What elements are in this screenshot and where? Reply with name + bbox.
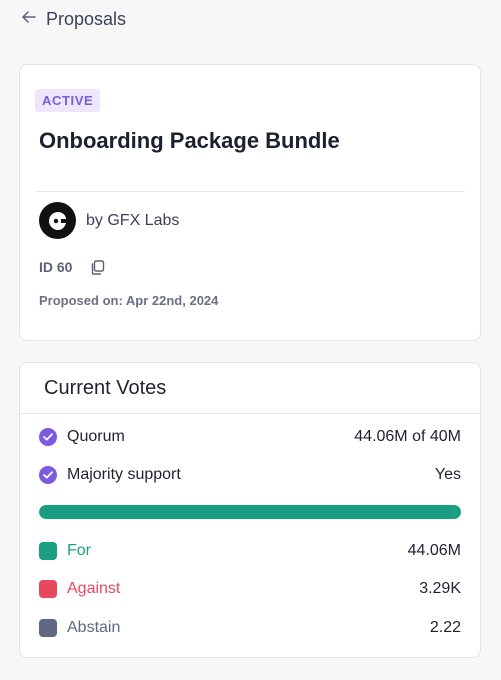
against-row: Against 3.29K bbox=[39, 577, 461, 601]
quorum-value: 44.06M of 40M bbox=[354, 428, 461, 445]
proposal-id-row: ID 60 bbox=[39, 259, 105, 275]
for-color-swatch bbox=[39, 542, 57, 560]
majority-label: Majority support bbox=[67, 466, 181, 483]
proposal-card: ACTIVE Onboarding Package Bundle by GFX … bbox=[19, 64, 481, 341]
vote-progress-fill bbox=[39, 505, 461, 519]
for-value: 44.06M bbox=[407, 542, 461, 559]
vote-progress-bar bbox=[39, 505, 461, 519]
abstain-value: 2.22 bbox=[429, 619, 461, 636]
check-circle-icon bbox=[39, 428, 57, 446]
author-name: by GFX Labs bbox=[86, 211, 180, 229]
abstain-row: Abstain 2.22 bbox=[39, 616, 461, 640]
against-label: Against bbox=[67, 580, 121, 597]
majority-value: Yes bbox=[434, 466, 461, 483]
votes-title: Current Votes bbox=[44, 377, 167, 399]
divider bbox=[35, 191, 465, 192]
check-circle-icon bbox=[39, 466, 57, 484]
divider bbox=[20, 413, 480, 414]
against-value: 3.29K bbox=[419, 580, 461, 597]
quorum-row: Quorum 44.06M of 40M bbox=[39, 425, 461, 449]
back-to-proposals-link[interactable]: Proposals bbox=[22, 6, 126, 32]
against-color-swatch bbox=[39, 580, 57, 598]
author-avatar bbox=[39, 202, 76, 239]
current-votes-card: Current Votes Quorum 44.06M of 40M Major… bbox=[19, 362, 481, 658]
proposed-date: Proposed on: Apr 22nd, 2024 bbox=[39, 293, 219, 308]
for-row: For 44.06M bbox=[39, 539, 461, 563]
proposal-id: ID 60 bbox=[39, 259, 73, 275]
back-link-label: Proposals bbox=[46, 8, 127, 29]
proposal-title: Onboarding Package Bundle bbox=[39, 128, 340, 153]
proposal-author: by GFX Labs bbox=[39, 202, 179, 239]
quorum-label: Quorum bbox=[67, 428, 125, 445]
arrow-left-icon bbox=[22, 11, 36, 27]
abstain-label: Abstain bbox=[67, 619, 121, 636]
majority-row: Majority support Yes bbox=[39, 463, 461, 487]
abstain-color-swatch bbox=[39, 619, 57, 637]
copy-icon[interactable] bbox=[90, 259, 105, 275]
status-badge: ACTIVE bbox=[35, 89, 101, 112]
for-label: For bbox=[67, 542, 91, 559]
gfx-logo-icon bbox=[48, 211, 66, 230]
